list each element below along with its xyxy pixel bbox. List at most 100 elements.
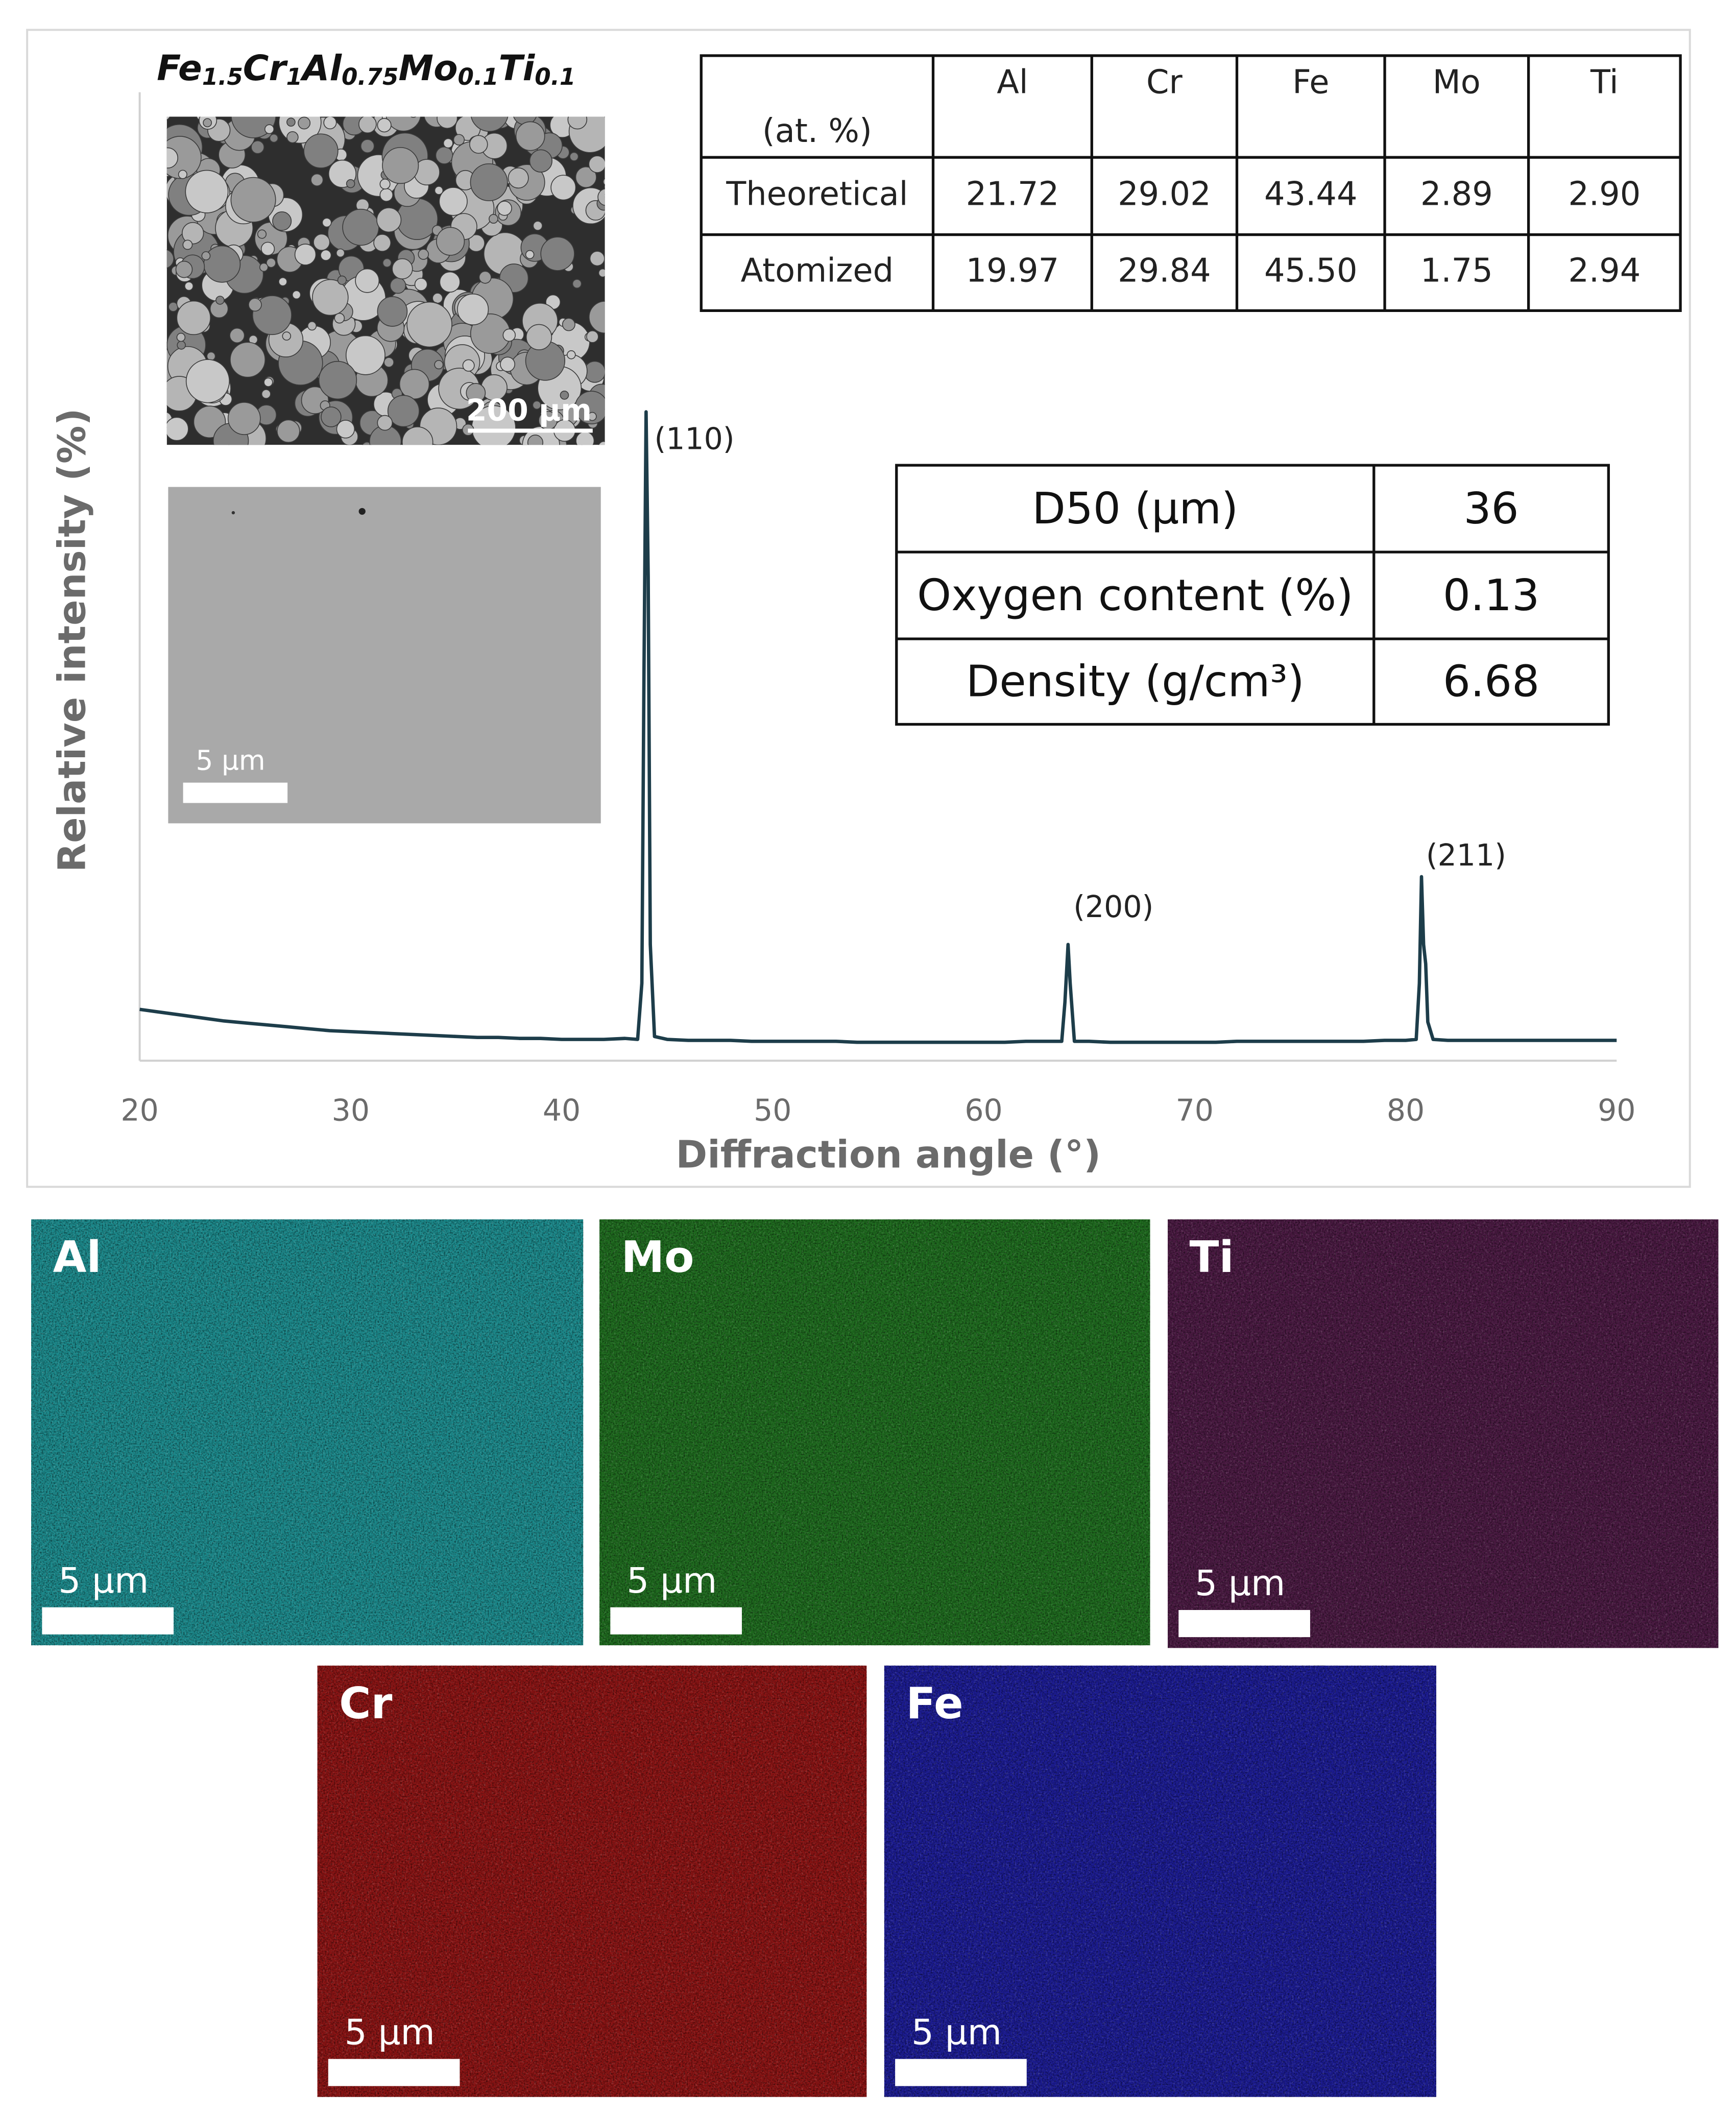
x-tick-label: 20 (120, 1093, 158, 1127)
table-cell: 29.02 (1118, 175, 1211, 213)
scale-bar (895, 2059, 1027, 2086)
powder-particle (414, 278, 428, 291)
powder-particle (443, 138, 453, 149)
eds-speckle (31, 1219, 584, 1646)
powder-particle (257, 229, 267, 239)
x-tick-label: 50 (754, 1093, 791, 1127)
powder-particle (478, 271, 492, 284)
table-header: Al (997, 63, 1028, 101)
powder-particle (185, 359, 230, 403)
powder-particle (251, 140, 264, 154)
formula-subscript: 0.1 (458, 63, 499, 90)
powder-particle (263, 377, 273, 387)
powder-particle (453, 134, 465, 146)
powder-particle (259, 262, 269, 272)
powder-particle (182, 239, 193, 250)
powder-particle (471, 116, 509, 132)
powder-particle (379, 178, 391, 190)
table-header: Fe (1292, 63, 1329, 101)
powder-particle (515, 121, 545, 151)
x-tick-label: 90 (1598, 1093, 1635, 1127)
powder-particle (168, 302, 179, 312)
table-cell: 0.13 (1443, 570, 1539, 621)
x-tick-label: 60 (965, 1093, 1002, 1127)
peak-label: (200) (1073, 890, 1153, 924)
x-tick-label: 40 (543, 1093, 581, 1127)
eds-element-label: Fe (906, 1678, 963, 1729)
scale-bar-label: 5 µm (911, 2012, 1002, 2053)
powder-particle (470, 163, 508, 201)
scale-bar-label: 5 µm (1195, 1563, 1285, 1604)
powder-particle (229, 327, 245, 344)
powder-particle (402, 426, 433, 445)
bse-defect (231, 511, 235, 515)
powder-particle (184, 281, 194, 291)
formula-subscript: 0.75 (342, 63, 398, 90)
table-cell: 19.97 (966, 252, 1059, 290)
powder-particle (321, 406, 342, 427)
table-cell: Density (g/cm³) (966, 657, 1305, 707)
sem-image (166, 116, 605, 445)
powder-particle (525, 250, 535, 259)
powder-particle (176, 332, 186, 342)
powder-particle (500, 356, 516, 372)
scale-bar-label: 5 µm (626, 1560, 717, 1601)
powder-particle (362, 441, 372, 445)
bse-image (168, 487, 601, 824)
powder-particle (335, 248, 345, 258)
powder-particle (435, 146, 453, 164)
powder-particle (336, 420, 355, 439)
table-cell: 43.44 (1264, 175, 1358, 213)
powder-particle (342, 208, 379, 246)
scale-bar (42, 1607, 174, 1635)
eds-speckle (884, 1665, 1436, 2097)
powder-particle (434, 360, 444, 370)
powder-particle (436, 227, 465, 256)
powder-particle (318, 360, 357, 400)
eds-speckle (1168, 1219, 1719, 1648)
powder-particle (385, 116, 421, 132)
powder-particle (292, 290, 301, 300)
powder-particle (469, 135, 488, 154)
powder-particle (376, 207, 402, 233)
powder-particle (252, 295, 292, 335)
powder-particle (294, 244, 317, 266)
powder-particle (286, 117, 296, 127)
powder-particle (572, 279, 582, 289)
scale-bar-label: 200 µm (466, 393, 592, 428)
scale-bar (183, 782, 288, 803)
xrd-line (139, 410, 1617, 1044)
scale-bar (328, 2059, 460, 2086)
table-cell: Theoretical (726, 175, 908, 213)
powder-particle (399, 369, 430, 400)
bse-defect (358, 508, 366, 515)
powder-particle (177, 341, 186, 350)
powder-particle (230, 342, 266, 378)
peak-label: (211) (1426, 838, 1506, 873)
powder-particle (322, 218, 332, 228)
powder-particle (588, 412, 597, 421)
powder-particle (346, 179, 355, 188)
powder-particle (532, 400, 542, 410)
eds-element-label: Ti (1190, 1232, 1234, 1283)
table-cell: Atomized (741, 252, 894, 290)
powder-particle (231, 116, 276, 138)
powder-particle (588, 301, 605, 334)
powder-particle (313, 233, 330, 251)
powder-particle (201, 251, 211, 260)
eds-element-label: Al (53, 1232, 102, 1283)
formula-element: Fe (157, 48, 202, 89)
scale-bar (610, 1607, 742, 1635)
powder-particle (377, 296, 408, 327)
powder-particle (589, 251, 605, 267)
powder-particle (203, 245, 241, 283)
table-frame (895, 464, 1610, 726)
table-cell: 45.50 (1264, 252, 1358, 290)
scale-bar-label: 5 µm (196, 745, 265, 777)
powder-particle (597, 188, 605, 206)
powder-particle (215, 296, 225, 305)
table-cell: 36 (1463, 484, 1518, 534)
table-cell: D50 (µm) (1032, 484, 1238, 534)
